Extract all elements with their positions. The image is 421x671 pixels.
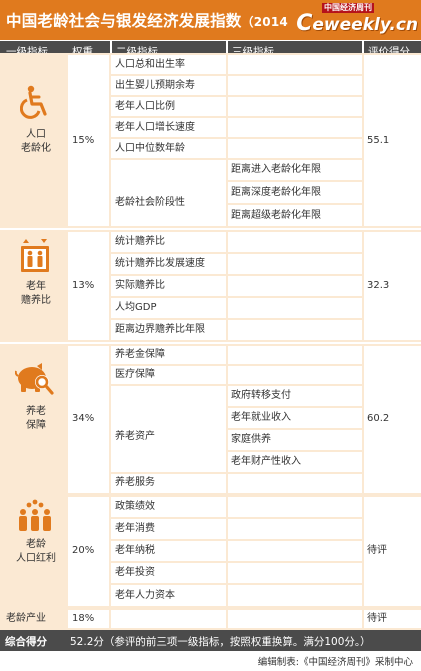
level2-item: 医疗保障 (115, 369, 155, 380)
score-cell (364, 55, 421, 226)
level3-item: 距离深度老龄化年限 (231, 187, 321, 198)
level2-item: 老年人力资本 (115, 590, 175, 601)
level2-item: 人口中位数年龄 (115, 143, 185, 154)
title-main: 中国老龄社会与银发经济发展指数 (6, 12, 242, 30)
level2-item: 距离边界赡养比年限 (115, 324, 205, 335)
title-year: （2014 (241, 15, 288, 29)
people-group-icon (19, 499, 51, 531)
weight-cell (68, 610, 109, 628)
logo-c: C (296, 11, 313, 36)
piggy-bank-magnifier-icon (15, 363, 54, 395)
level3-item: 距离超级老龄化年限 (231, 210, 321, 221)
level2-item: 老年人口增长速度 (115, 122, 195, 133)
total-score-label: 综合得分 (5, 636, 47, 648)
ceweekly-logo: 中国经济周刊 Ceweekly.cn (296, 3, 418, 37)
weight-cell (68, 232, 109, 340)
group-name-line1: 养老 (26, 406, 46, 417)
score-cell (364, 346, 421, 493)
level2-item: 老年纳税 (115, 545, 155, 556)
logo-small-text: 中国经济周刊 (322, 3, 374, 13)
level2-item: 统计赡养比发展速度 (115, 258, 205, 269)
total-score-text: 52.2分（参评的前三项一级指标，按照权重换算。满分100分。） (70, 636, 371, 648)
source-credit: 编辑制表:《中国经济周刊》采制中心 (257, 657, 413, 668)
score-value: 55.1 (367, 135, 390, 146)
weight-value: 20% (72, 545, 95, 556)
score-cell (364, 610, 421, 628)
weight-value: 15% (72, 135, 95, 146)
level2-item: 老年投资 (115, 567, 155, 578)
level3-item: 政府转移支付 (231, 390, 291, 401)
total-score-bar: 综合得分 52.2分（参评的前三项一级指标，按照权重换算。满分100分。） (0, 630, 421, 651)
level2-item: 老龄社会阶段性 (115, 197, 185, 208)
group-name-line2: 保障 (26, 420, 46, 431)
group-name-line2: 赡养比 (21, 295, 51, 306)
level2-item: 人口总和出生率 (115, 59, 185, 70)
level2-item: 老年人口比例 (115, 101, 175, 112)
level2-item: 老年消费 (115, 523, 155, 534)
logo-main-text: Ceweekly.cn (296, 11, 418, 36)
score-cell (364, 232, 421, 340)
weight-cell (68, 346, 109, 493)
level2-item: 养老金保障 (115, 349, 165, 360)
level3-item: 老年就业收入 (231, 412, 291, 423)
score-cell (364, 497, 421, 606)
weight-value: 13% (72, 280, 95, 291)
page-title: 中国老龄社会与银发经济发展指数（2014 (6, 9, 288, 31)
logo-rest: eweekly.cn (312, 15, 418, 35)
group-name-line1: 老年 (26, 281, 46, 292)
weight-cell (68, 55, 109, 226)
level2-item: 统计赡养比 (115, 236, 165, 247)
weight-cell (68, 497, 109, 606)
group-name-line1: 人口 (26, 129, 46, 140)
score-value: 60.2 (367, 413, 390, 424)
level3-item: 家庭供养 (231, 434, 271, 445)
score-value: 待评 (367, 613, 387, 624)
score-value: 待评 (367, 545, 387, 556)
score-value: 32.3 (367, 280, 390, 291)
elevator-people-icon (21, 239, 49, 272)
level2-item: 养老资产 (115, 431, 155, 442)
weight-value: 34% (72, 413, 95, 424)
level2-item: 政策绩效 (115, 501, 155, 512)
level2-item: 人均GDP (115, 302, 157, 313)
level2-item: 实际赡养比 (115, 280, 165, 291)
group-name-line2: 老龄化 (21, 143, 51, 154)
group-name-line1: 老龄 (26, 539, 46, 550)
title-bar: 中国老龄社会与银发经济发展指数（2014 中国经济周刊 Ceweekly.cn (0, 0, 421, 40)
wheelchair-icon (20, 85, 47, 119)
group-name-line1: 老龄产业 (6, 613, 46, 624)
weight-value: 18% (72, 613, 95, 624)
level3-item: 距离进入老龄化年限 (231, 164, 321, 175)
level2-item: 养老服务 (115, 477, 155, 488)
level2-item: 出生婴儿预期余寿 (115, 80, 195, 91)
level3-item: 老年财产性收入 (231, 456, 301, 467)
group-name-line2: 人口红利 (16, 553, 56, 564)
